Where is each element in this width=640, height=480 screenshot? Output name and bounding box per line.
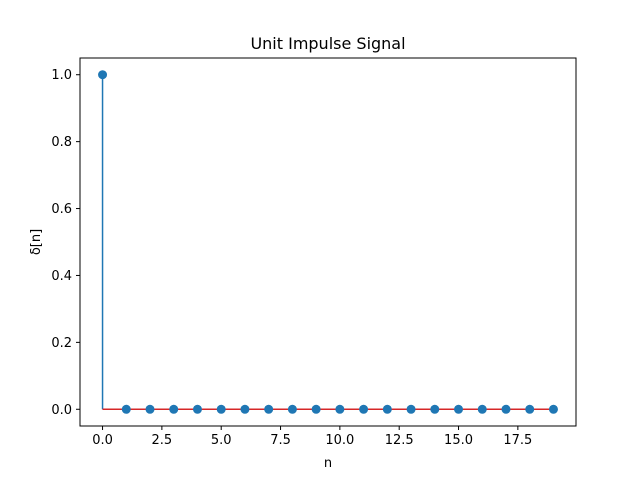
stem-marker xyxy=(287,404,297,414)
stem-marker xyxy=(477,404,487,414)
stem-marker xyxy=(548,404,558,414)
stem-marker xyxy=(430,404,440,414)
stem-marker xyxy=(335,404,345,414)
y-axis-label: δ[n] xyxy=(29,229,44,255)
stem-marker xyxy=(169,404,179,414)
stem-marker xyxy=(240,404,250,414)
plot-frame xyxy=(79,57,577,427)
y-tick-label: 1.0 xyxy=(51,68,72,83)
stem-marker xyxy=(525,404,535,414)
stem-marker xyxy=(264,404,274,414)
stem-marker xyxy=(359,404,369,414)
stem-marker xyxy=(454,404,464,414)
y-tick-label: 0.2 xyxy=(51,336,72,351)
stem-marker xyxy=(216,404,226,414)
stem-marker xyxy=(145,404,155,414)
x-tick-label: 10.0 xyxy=(325,433,354,448)
x-axis-ticks: 0.0 2.5 5.0 7.5 10.0 12.5 15.0 17.5 xyxy=(92,426,532,448)
stem-marker xyxy=(192,404,202,414)
y-tick-label: 0.6 xyxy=(51,202,72,217)
x-tick-label: 2.5 xyxy=(152,433,173,448)
x-tick-label: 12.5 xyxy=(385,433,414,448)
plot-area xyxy=(98,70,558,414)
x-tick-label: 0.0 xyxy=(92,433,113,448)
y-tick-label: 0.8 xyxy=(51,135,72,150)
x-tick-label: 5.0 xyxy=(211,433,232,448)
x-tick-label: 7.5 xyxy=(270,433,291,448)
stem-marker xyxy=(98,70,108,80)
stem-marker xyxy=(501,404,511,414)
chart-title: Unit Impulse Signal xyxy=(250,34,405,53)
stem-marker xyxy=(311,404,321,414)
y-axis-ticks: 0.0 0.2 0.4 0.6 0.8 1.0 xyxy=(51,68,80,418)
stem-marker xyxy=(382,404,392,414)
y-tick-label: 0.0 xyxy=(51,403,72,418)
x-tick-label: 15.0 xyxy=(444,433,473,448)
y-tick-label: 0.4 xyxy=(51,269,72,284)
x-tick-label: 17.5 xyxy=(503,433,532,448)
stem-marker xyxy=(121,404,131,414)
x-axis-label: n xyxy=(324,456,332,471)
stem-marker xyxy=(406,404,416,414)
